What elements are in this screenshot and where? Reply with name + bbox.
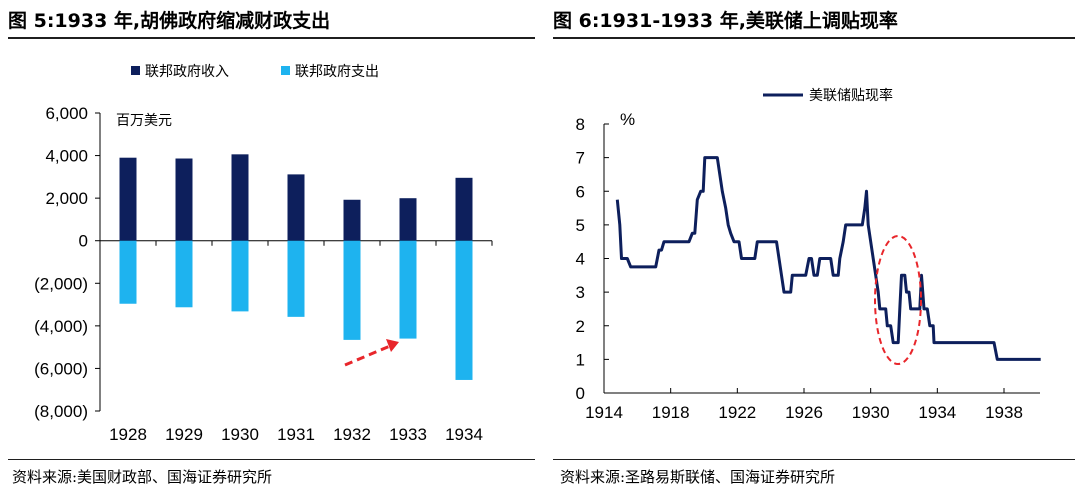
x-category-label: 1934	[445, 425, 483, 444]
x-category-label: 1933	[389, 425, 427, 444]
discount-rate-line	[615, 156, 1041, 361]
revenue-bar	[287, 174, 305, 241]
y-tick-label: 0	[79, 232, 88, 251]
y-tick-label: 0	[576, 384, 585, 403]
right-line-chart: 0 1 2 3 4 5 6 7 8 1914 1918 1922 1926 1930 1934 1938% 美联…	[576, 87, 1041, 422]
y-tick-label: (8,000)	[34, 402, 88, 421]
left-title-rule	[8, 37, 535, 39]
x-tick-label: 1934	[918, 403, 956, 422]
y-tick-label: 3	[576, 283, 585, 302]
x-category-label: 1930	[221, 425, 259, 444]
revenue-bar	[343, 199, 361, 241]
left-source: 资料来源:美国财政部、国海证券研究所	[12, 468, 273, 486]
x-tick-label: 1914	[585, 403, 623, 422]
y-tick-label: 8	[576, 115, 585, 134]
y-tick-label: 2	[576, 317, 585, 336]
spending-bar	[455, 240, 473, 380]
legend-swatch-revenue	[131, 66, 140, 75]
spending-bar	[343, 240, 361, 340]
left-source-rule	[8, 459, 535, 460]
left-figure-title: 图 5:1933 年,胡佛政府缩减财政支出	[8, 10, 331, 32]
legend-label-rate: 美联储贴现率	[809, 87, 893, 104]
y-tick-label: 6	[576, 182, 585, 201]
right-source-rule	[553, 459, 1075, 460]
revenue-bar	[119, 157, 137, 241]
x-tick-label: 1930	[852, 403, 890, 422]
revenue-bar	[455, 177, 473, 241]
x-tick-label: 1938	[985, 403, 1023, 422]
x-category-label: 1928	[109, 425, 147, 444]
x-tick-label: 1926	[785, 403, 823, 422]
revenue-bar	[175, 158, 193, 241]
y-tick-label: 2,000	[45, 189, 88, 208]
x-category-label: 1932	[333, 425, 371, 444]
spending-bar	[231, 240, 249, 312]
x-tick-label: 1918	[652, 403, 690, 422]
y-tick-label: (6,000)	[34, 359, 88, 378]
spending-bar	[119, 240, 137, 304]
y-tick-label: 1	[576, 350, 585, 369]
y-tick-label: 4,000	[45, 147, 88, 166]
x-category-label: 1931	[277, 425, 315, 444]
legend-swatch-spending	[281, 66, 290, 75]
spending-bar	[399, 240, 417, 339]
x-category-label: 1929	[165, 425, 203, 444]
x-tick-label: 1922	[718, 403, 756, 422]
unit-label: 百万美元	[116, 113, 172, 129]
right-source: 资料来源:圣路易斯联储、国海证券研究所	[560, 468, 836, 486]
right-title-rule	[553, 37, 1075, 39]
y-tick-label: 6,000	[45, 104, 88, 123]
spending-bar	[175, 240, 193, 308]
unit-label: %	[620, 110, 635, 129]
annotation-ellipse	[874, 235, 922, 365]
annotation-arrow-head	[386, 339, 399, 352]
y-tick-label: 4	[576, 250, 585, 269]
right-figure-title: 图 6:1931-1933 年,美联储上调贴现率	[553, 10, 898, 32]
y-tick-label: 5	[576, 216, 585, 235]
spending-bar	[287, 240, 305, 317]
revenue-bar	[231, 154, 249, 241]
annotation-arrow-shaft	[344, 344, 391, 367]
revenue-bar	[399, 198, 417, 241]
legend-label-revenue: 联邦政府收入	[145, 64, 229, 80]
y-tick-label: 7	[576, 149, 585, 168]
legend-label-spending: 联邦政府支出	[295, 64, 379, 80]
y-tick-label: (2,000)	[34, 274, 88, 293]
left-bar-chart: 6,000 4,000 2,000 0 (2,000) (4,000) (6,000) (8,…	[34, 64, 493, 444]
y-tick-label: (4,000)	[34, 317, 88, 336]
